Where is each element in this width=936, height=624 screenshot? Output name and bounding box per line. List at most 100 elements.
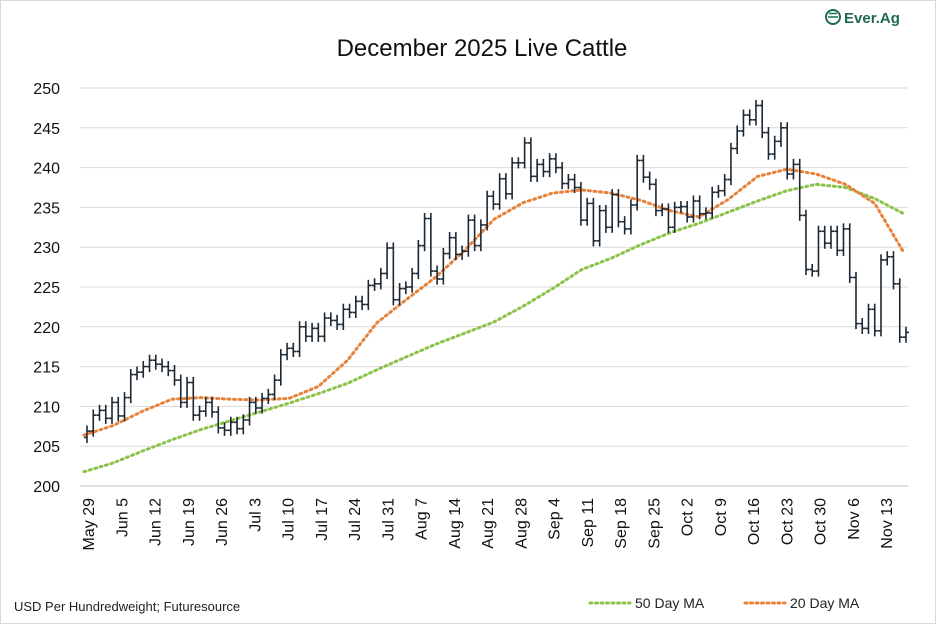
legend-label-20-day-ma: 20 Day MA (790, 595, 860, 611)
ohlc-bar (452, 232, 459, 260)
ohlc-bar (384, 242, 391, 280)
x-tick-label: Jul 17 (314, 498, 331, 541)
x-tick-label: Jun 12 (148, 498, 165, 546)
ohlc-bar (577, 181, 584, 226)
ohlc-bar (84, 425, 90, 444)
ohlc-bar (777, 122, 784, 147)
ohlc-bar (421, 212, 428, 252)
ohlc-bar (559, 162, 566, 190)
ohlc-bar (334, 314, 341, 330)
ohlc-bar (159, 358, 166, 373)
y-tick-label: 210 (33, 399, 60, 416)
ohlc-bar (671, 201, 678, 233)
ohlc-bar (152, 354, 159, 370)
ohlc-bar (109, 396, 116, 424)
ohlc-bar (796, 158, 803, 221)
ohlc-bar (471, 214, 478, 252)
ohlc-bar (809, 263, 816, 277)
ohlc-bar (827, 225, 834, 249)
ohlc-bar (852, 271, 859, 330)
ohlc-bar (484, 190, 491, 231)
chart-title: December 2025 Live Cattle (337, 35, 628, 62)
x-tick-label: Jun 26 (214, 498, 231, 546)
ohlc-bar (465, 214, 472, 257)
ma-20-line (82, 167, 906, 437)
ohlc-bar (290, 342, 297, 358)
ohlc-bar (477, 219, 484, 252)
ohlc-bar (209, 396, 216, 418)
ohlc-bar (734, 125, 741, 155)
x-tick-label: Oct 23 (779, 498, 796, 545)
ohlc-bar (640, 154, 647, 183)
ohlc-bar (552, 153, 559, 174)
ohlc-bar (727, 142, 734, 186)
ohlc-bar (771, 135, 778, 160)
ohlc-bar (609, 189, 616, 233)
ohlc-bar (196, 405, 203, 421)
ohlc-bar (359, 295, 366, 311)
ohlc-bar (859, 318, 866, 334)
ma50-series (82, 182, 906, 474)
x-tick-label: May 29 (81, 498, 98, 551)
ohlc-bar (127, 368, 134, 404)
ohlc-bar (871, 303, 878, 337)
x-tick-label: Oct 2 (680, 498, 697, 536)
x-tick-label: Jul 10 (281, 498, 298, 541)
ohlc-bar (527, 137, 534, 182)
y-axis: 200 205 210 215 220 225 230 235 240 245 250 (33, 81, 60, 496)
y-tick-label: 205 (33, 439, 60, 456)
ohlc-bar (515, 157, 522, 169)
grid-layer (80, 87, 908, 487)
source-note: USD Per Hundredweight; Futuresource (14, 599, 240, 614)
ohlc-bar (752, 99, 759, 126)
ohlc-bar (321, 312, 328, 342)
ohlc-bar (234, 416, 241, 435)
x-tick-label: Sep 11 (580, 498, 597, 548)
ohlc-bar (665, 203, 672, 233)
y-tick-label: 240 (33, 161, 60, 178)
ohlc-bar (434, 265, 441, 285)
ohlc-bar (296, 321, 303, 358)
x-tick-label: Aug 7 (414, 498, 431, 540)
ohlc-bar (677, 201, 684, 213)
ohlc-bar (709, 186, 716, 219)
ohlc-bar (277, 349, 284, 386)
ohlc-bar (415, 240, 422, 280)
brand-logo-icon-stripes (828, 12, 838, 18)
ohlc-bar (252, 396, 259, 414)
ohlc-bar (90, 409, 97, 437)
x-tick-label: Jul 3 (247, 498, 264, 532)
ohlc-bar (352, 295, 359, 319)
ohlc-bar (821, 225, 828, 249)
ohlc-bar (596, 205, 603, 247)
ohlc-bar (284, 342, 291, 361)
ohlc-bar (721, 173, 728, 197)
ohlc-bar (715, 185, 722, 198)
legend-label-50-day-ma: 50 Day MA (635, 595, 705, 611)
ohlc-bar (121, 392, 128, 422)
ohlc-bar (177, 374, 184, 408)
ohlc-bar (496, 173, 503, 210)
ohlc-bar (521, 137, 528, 169)
x-tick-label: Jun 19 (181, 498, 198, 546)
ohlc-bar (171, 365, 178, 386)
ohlc-bar (427, 212, 434, 277)
x-axis: May 29 Jun 5 Jun 12 Jun 19 Jun 26 Jul 3 Jul 10… (81, 498, 896, 551)
y-tick-label: 220 (33, 320, 60, 337)
ohlc-bar (390, 242, 397, 306)
ohlc-bar (396, 283, 403, 306)
ohlc-bar (140, 361, 147, 378)
ohlc-bar (696, 195, 703, 220)
ohlc-bar (221, 422, 228, 436)
ohlc-bar (615, 189, 622, 228)
x-tick-label: Jul 31 (380, 498, 397, 541)
ohlc-bar (240, 414, 247, 435)
ohlc-bar (165, 361, 172, 377)
ohlc-bar (759, 99, 766, 139)
ohlc-bar (702, 207, 709, 220)
legend: 50 Day MA 20 Day MA (588, 595, 860, 611)
y-tick-label: 250 (33, 81, 60, 98)
ohlc-bar (271, 374, 278, 401)
ohlc-bar (903, 326, 909, 343)
